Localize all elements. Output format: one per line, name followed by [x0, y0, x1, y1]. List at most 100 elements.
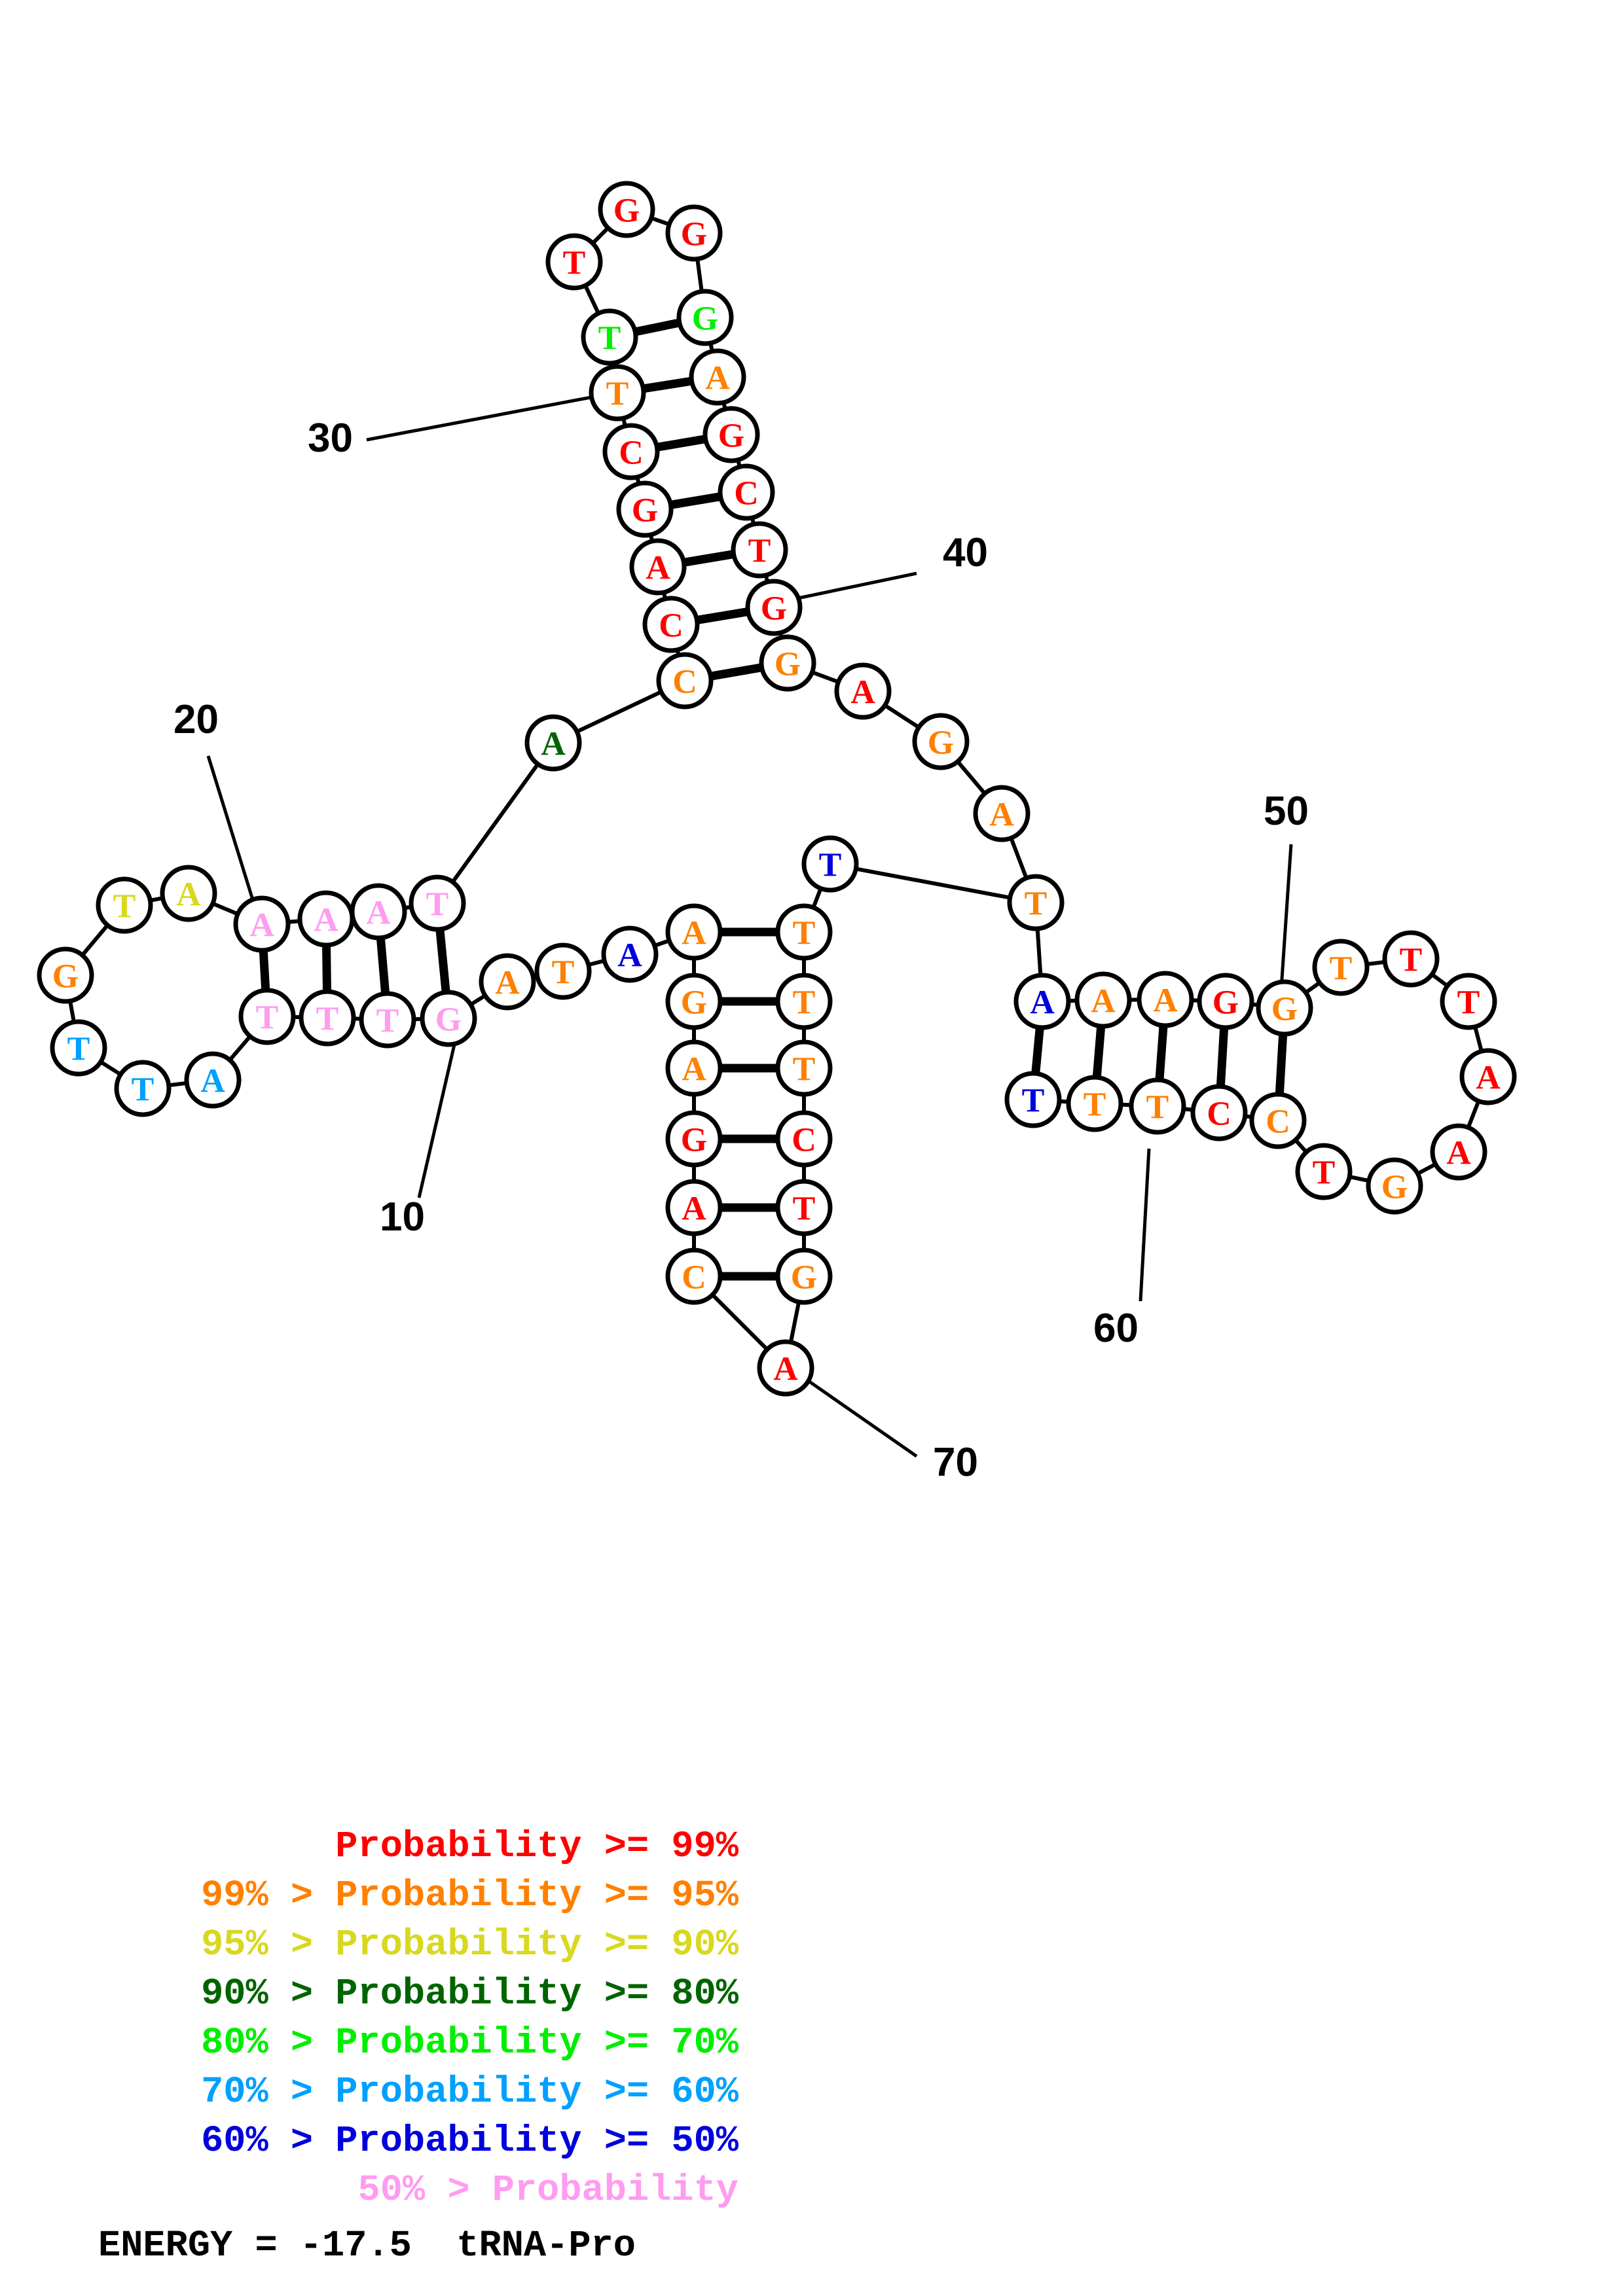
nucleotide-t[interactable]: T — [534, 942, 592, 1000]
nucleotide-t[interactable]: T — [359, 991, 416, 1049]
nucleotide-g[interactable]: G — [598, 181, 655, 238]
backbone-links — [68, 216, 1484, 1352]
nucleotide-g[interactable]: G — [676, 289, 734, 346]
nucleotide-t[interactable]: T — [114, 1060, 172, 1117]
nucleotide-circle — [665, 903, 723, 961]
nucleotide-t[interactable]: T — [775, 903, 833, 961]
nucleotide-a[interactable]: A — [1459, 1048, 1517, 1105]
nucleotide-circle — [676, 289, 734, 346]
nucleotide-t[interactable]: T — [1295, 1143, 1353, 1200]
nucleotide-g[interactable]: G — [616, 480, 674, 538]
nucleotide-g[interactable]: G — [665, 1110, 723, 1168]
nucleotide-c[interactable]: C — [775, 1110, 833, 1168]
nucleotide-a[interactable]: A — [297, 890, 355, 948]
nucleotide-t[interactable]: T — [1382, 930, 1440, 988]
nucleotide-g[interactable]: G — [912, 713, 970, 770]
base-pair-links — [259, 318, 1288, 1281]
nucleotide-circle — [1366, 1157, 1423, 1215]
nucleotide-a[interactable]: A — [1013, 973, 1071, 1030]
legend-row-5: 80% > Probability >= 70% — [201, 2022, 739, 2064]
nucleotide-a[interactable]: A — [601, 925, 659, 983]
nucleotide-g[interactable]: G — [745, 579, 803, 636]
nucleotide-t[interactable]: T — [409, 874, 466, 932]
nucleotide-g[interactable]: G — [37, 946, 94, 1004]
nucleotide-t[interactable]: T — [801, 835, 859, 893]
nucleotide-t[interactable]: T — [775, 1039, 833, 1097]
nucleotide-g[interactable]: G — [665, 204, 723, 262]
nucleotide-g[interactable]: G — [1366, 1157, 1423, 1215]
nucleotide-g[interactable]: G — [1197, 973, 1254, 1030]
nucleotide-letter: G — [791, 1259, 817, 1297]
nucleotide-t[interactable]: T — [1004, 1071, 1062, 1128]
nucleotide-t[interactable]: T — [50, 1019, 107, 1077]
nucleotide-a[interactable]: A — [160, 865, 217, 922]
nucleotide-a[interactable]: A — [973, 785, 1030, 842]
backbone-link — [586, 958, 607, 967]
nucleotide-t[interactable]: T — [775, 973, 833, 1030]
nucleotide-t[interactable]: T — [581, 308, 638, 366]
nucleotide-a[interactable]: A — [665, 1039, 723, 1097]
nucleotide-a[interactable]: A — [350, 883, 407, 941]
nucleotide-a[interactable]: A — [629, 538, 687, 596]
nucleotide-letter: A — [682, 915, 706, 952]
base-pair-bond — [1092, 1024, 1106, 1079]
nucleotide-letter: G — [692, 300, 718, 338]
nucleotide-c[interactable]: C — [602, 423, 660, 480]
nucleotide-letter: A — [200, 1063, 225, 1100]
nucleotide-g[interactable]: G — [420, 990, 477, 1047]
nucleotide-letter: A — [541, 726, 566, 763]
nucleotide-letter: T — [426, 886, 449, 924]
nucleotide-a[interactable]: A — [757, 1339, 814, 1397]
nucleotide-circle — [1074, 971, 1132, 1029]
nucleotide-g[interactable]: G — [702, 406, 760, 463]
nucleotide-t[interactable]: T — [545, 233, 603, 291]
backbone-link — [583, 283, 600, 315]
nucleotide-a[interactable]: A — [665, 903, 723, 961]
nucleotide-t[interactable]: T — [238, 988, 296, 1045]
nucleotide-t[interactable]: T — [1440, 973, 1497, 1030]
nucleotide-g[interactable]: G — [665, 973, 723, 1030]
nucleotide-g[interactable]: G — [759, 634, 816, 692]
nucleotide-a[interactable]: A — [479, 953, 536, 1011]
nucleotide-a[interactable]: A — [1430, 1123, 1487, 1181]
nucleotide-t[interactable]: T — [775, 1179, 833, 1236]
nucleotide-letter: T — [1330, 950, 1353, 988]
nucleotide-t[interactable]: T — [1066, 1075, 1123, 1132]
nucleotide-t[interactable]: T — [96, 876, 153, 934]
nucleotide-letter: C — [1266, 1103, 1290, 1141]
nucleotide-c[interactable]: C — [665, 1247, 723, 1305]
nucleotide-t[interactable]: T — [1312, 939, 1370, 996]
nucleotide-a[interactable]: A — [665, 1179, 723, 1236]
legend-row-7: 60% > Probability >= 50% — [201, 2121, 739, 2162]
nucleotide-circle — [1256, 979, 1313, 1037]
nucleotide-c[interactable]: C — [1249, 1092, 1307, 1149]
nucleotide-a[interactable]: A — [689, 348, 746, 406]
nucleotide-t[interactable]: T — [731, 521, 788, 579]
nucleotide-letter: A — [850, 674, 875, 711]
nucleotide-t[interactable]: T — [1007, 874, 1065, 931]
nucleotide-a[interactable]: A — [1074, 971, 1132, 1029]
nucleotide-circle — [96, 876, 153, 934]
nucleotide-letter: T — [256, 999, 279, 1037]
position-leader-line — [417, 1027, 460, 1198]
nucleotide-c[interactable]: C — [718, 463, 775, 521]
nucleotide-t[interactable]: T — [589, 364, 646, 422]
nucleotide-a[interactable]: A — [1137, 971, 1194, 1028]
nucleotide-c[interactable]: C — [1190, 1084, 1248, 1141]
nucleotide-g[interactable]: G — [1256, 979, 1313, 1037]
nucleotide-t[interactable]: T — [1129, 1077, 1186, 1135]
nucleotide-a[interactable]: A — [233, 895, 291, 953]
nucleotide-circle — [409, 874, 466, 932]
nucleotide-letter: A — [1446, 1135, 1471, 1172]
nucleotide-c[interactable]: C — [642, 596, 700, 653]
legend-row-8: 50% > Probability — [357, 2170, 739, 2212]
nucleotide-a[interactable]: A — [184, 1051, 242, 1109]
nucleotide-c[interactable]: C — [656, 652, 714, 709]
nucleotide-a[interactable]: A — [834, 662, 892, 720]
nucleotide-circle — [299, 989, 356, 1047]
nucleotide-a[interactable]: A — [524, 714, 582, 772]
nucleotide-t[interactable]: T — [299, 989, 356, 1047]
nucleotide-circle — [665, 204, 723, 262]
nucleotide-g[interactable]: G — [775, 1247, 833, 1305]
base-pair-bond — [259, 948, 270, 992]
